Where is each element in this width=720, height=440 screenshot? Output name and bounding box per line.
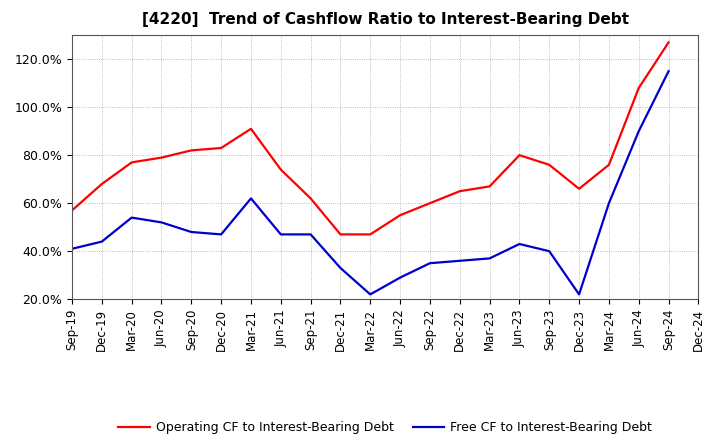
Free CF to Interest-Bearing Debt	[456, 258, 464, 264]
Free CF to Interest-Bearing Debt	[485, 256, 494, 261]
Operating CF to Interest-Bearing Debt	[545, 162, 554, 168]
Free CF to Interest-Bearing Debt	[247, 196, 256, 201]
Operating CF to Interest-Bearing Debt	[605, 162, 613, 168]
Free CF to Interest-Bearing Debt	[665, 69, 673, 74]
Operating CF to Interest-Bearing Debt	[97, 181, 106, 187]
Free CF to Interest-Bearing Debt	[187, 229, 196, 235]
Free CF to Interest-Bearing Debt	[68, 246, 76, 251]
Operating CF to Interest-Bearing Debt	[634, 85, 643, 91]
Operating CF to Interest-Bearing Debt	[485, 184, 494, 189]
Free CF to Interest-Bearing Debt	[545, 249, 554, 254]
Operating CF to Interest-Bearing Debt	[426, 201, 434, 206]
Line: Operating CF to Interest-Bearing Debt: Operating CF to Interest-Bearing Debt	[72, 42, 669, 235]
Operating CF to Interest-Bearing Debt	[187, 148, 196, 153]
Free CF to Interest-Bearing Debt	[97, 239, 106, 244]
Line: Free CF to Interest-Bearing Debt: Free CF to Interest-Bearing Debt	[72, 71, 669, 294]
Operating CF to Interest-Bearing Debt	[276, 167, 285, 172]
Operating CF to Interest-Bearing Debt	[247, 126, 256, 132]
Operating CF to Interest-Bearing Debt	[127, 160, 136, 165]
Free CF to Interest-Bearing Debt	[276, 232, 285, 237]
Operating CF to Interest-Bearing Debt	[306, 196, 315, 201]
Free CF to Interest-Bearing Debt	[157, 220, 166, 225]
Operating CF to Interest-Bearing Debt	[515, 153, 523, 158]
Legend: Operating CF to Interest-Bearing Debt, Free CF to Interest-Bearing Debt: Operating CF to Interest-Bearing Debt, F…	[114, 416, 657, 439]
Free CF to Interest-Bearing Debt	[306, 232, 315, 237]
Free CF to Interest-Bearing Debt	[575, 292, 583, 297]
Operating CF to Interest-Bearing Debt	[68, 208, 76, 213]
Operating CF to Interest-Bearing Debt	[456, 189, 464, 194]
Free CF to Interest-Bearing Debt	[396, 275, 405, 280]
Free CF to Interest-Bearing Debt	[605, 201, 613, 206]
Operating CF to Interest-Bearing Debt	[336, 232, 345, 237]
Title: [4220]  Trend of Cashflow Ratio to Interest-Bearing Debt: [4220] Trend of Cashflow Ratio to Intere…	[142, 12, 629, 27]
Free CF to Interest-Bearing Debt	[634, 128, 643, 134]
Operating CF to Interest-Bearing Debt	[575, 186, 583, 191]
Operating CF to Interest-Bearing Debt	[665, 40, 673, 45]
Free CF to Interest-Bearing Debt	[127, 215, 136, 220]
Free CF to Interest-Bearing Debt	[217, 232, 225, 237]
Operating CF to Interest-Bearing Debt	[157, 155, 166, 160]
Free CF to Interest-Bearing Debt	[366, 292, 374, 297]
Operating CF to Interest-Bearing Debt	[396, 213, 405, 218]
Free CF to Interest-Bearing Debt	[515, 242, 523, 247]
Free CF to Interest-Bearing Debt	[336, 265, 345, 271]
Free CF to Interest-Bearing Debt	[426, 260, 434, 266]
Operating CF to Interest-Bearing Debt	[217, 145, 225, 150]
Operating CF to Interest-Bearing Debt	[366, 232, 374, 237]
